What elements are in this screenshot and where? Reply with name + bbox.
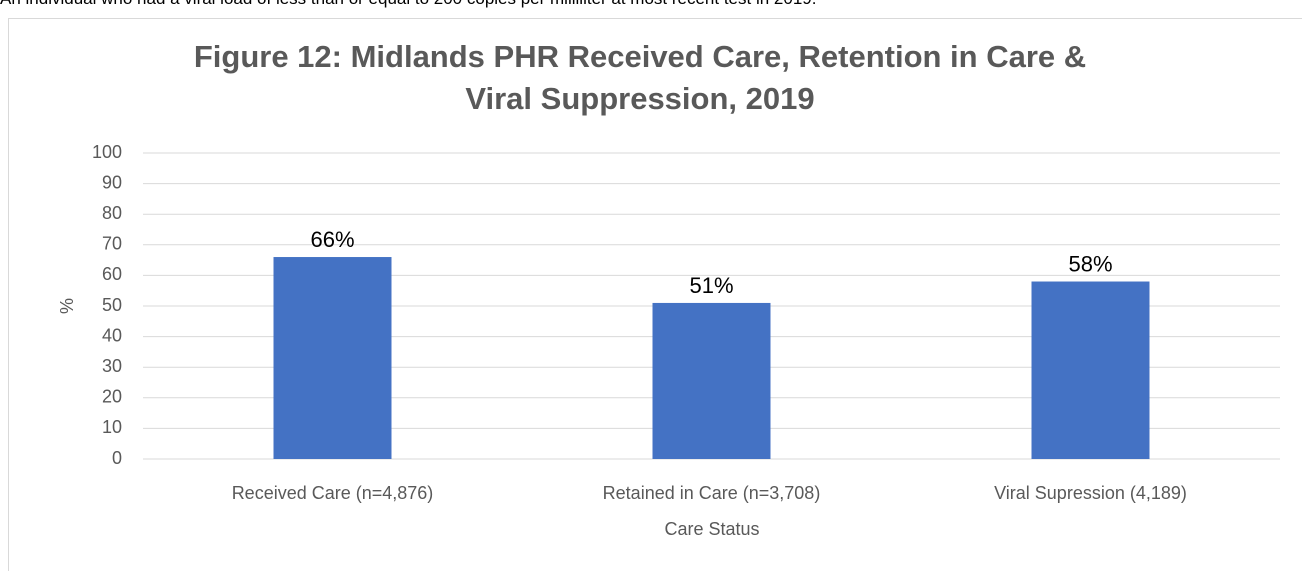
chart-title: Figure 12: Midlands PHR Received Care, R… [193,39,1087,116]
bar [273,257,392,459]
caption-note: An individual who had a viral load of le… [0,0,816,9]
y-tick-label: 90 [102,172,122,192]
y-axis-title: % [57,298,77,314]
data-label: 66% [310,227,354,252]
data-label: 51% [689,273,733,298]
bar [652,302,771,459]
bar [1031,281,1150,459]
x-tick-label: Received Care (n=4,876) [232,483,434,503]
x-tick-label: Retained in Care (n=3,708) [603,483,821,503]
chart-frame [8,18,1302,571]
x-axis-title: Care Status [664,519,759,539]
y-tick-label: 70 [102,234,122,254]
y-tick-label: 20 [102,387,122,407]
y-tick-label: 60 [102,264,122,284]
y-tick-label: 40 [102,325,122,345]
x-tick-label: Viral Supression (4,189) [994,483,1187,503]
y-tick-label: 80 [102,203,122,223]
y-tick-label: 100 [92,142,122,162]
data-label: 58% [1068,251,1112,276]
y-tick-label: 0 [112,448,122,468]
y-tick-label: 30 [102,356,122,376]
y-tick-label: 10 [102,417,122,437]
y-tick-label: 50 [102,295,122,315]
